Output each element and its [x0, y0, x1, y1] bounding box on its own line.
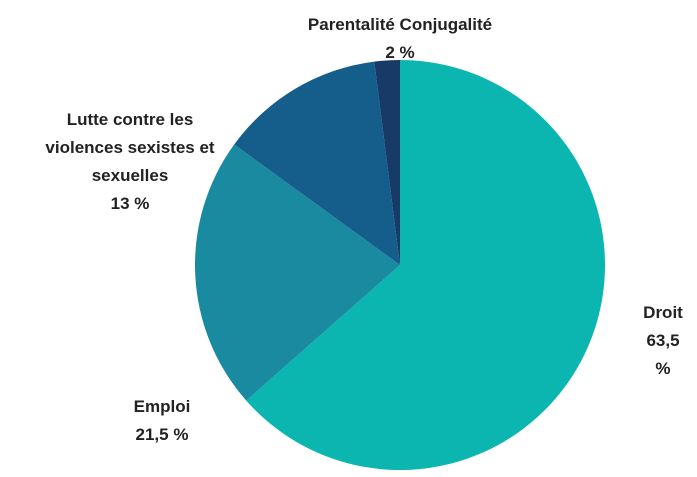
value-label: 2 % — [385, 43, 415, 62]
value-label: 63,5 % — [646, 331, 680, 378]
category-label: Parentalité Conjugalité — [307, 15, 493, 34]
value-label: 21,5 % — [135, 425, 189, 444]
category-label: Lutte contre les violences sexistes et s… — [45, 110, 215, 185]
value-label: 13 % — [110, 194, 150, 213]
category-label: Droit — [643, 303, 683, 322]
pie-slice — [246, 60, 605, 470]
slice-label: Lutte contre les violences sexistes et s… — [30, 106, 230, 218]
pie-slice — [374, 60, 400, 265]
slice-label: Emploi 21,5 % — [134, 393, 191, 449]
pie-slice — [234, 61, 400, 265]
pie-slice — [194, 144, 400, 401]
slice-label: Parentalité Conjugalité 2 % — [308, 11, 492, 67]
slice-label: Droit 63,5 % — [643, 299, 683, 383]
category-label: Emploi — [133, 397, 191, 416]
